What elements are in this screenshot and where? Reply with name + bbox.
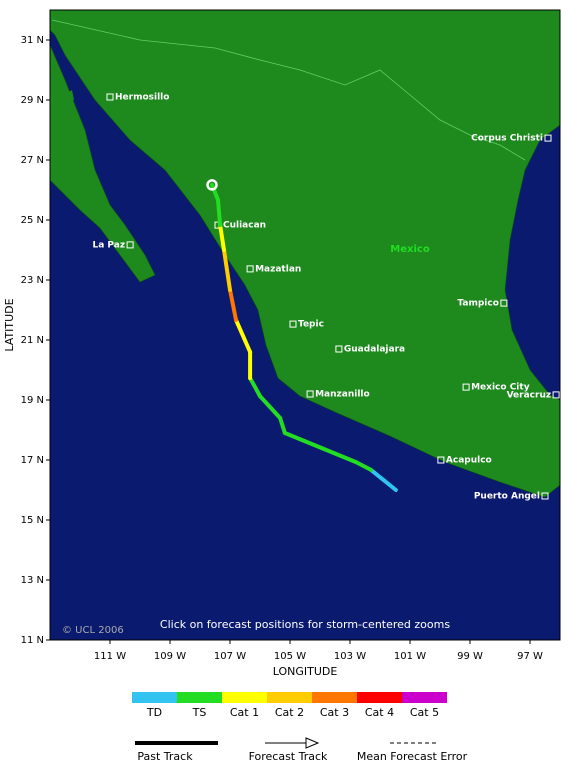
lat-tick-label: 13 N xyxy=(21,575,44,586)
city-marker xyxy=(126,241,134,249)
legend-category: Cat 4 xyxy=(365,706,394,719)
baja-peninsula xyxy=(49,44,156,283)
legend-swatch xyxy=(267,692,312,703)
legend-category: TD xyxy=(146,706,162,719)
lat-tick-label: 27 N xyxy=(21,155,44,166)
legend-category: Cat 1 xyxy=(230,706,259,719)
track-segment xyxy=(369,467,398,492)
legend-category: Cat 5 xyxy=(410,706,439,719)
city-label: Tepic xyxy=(298,320,324,330)
legend-swatch xyxy=(132,692,177,703)
lon-tick-label: 111 W xyxy=(94,651,126,662)
lat-tick-label: 17 N xyxy=(21,455,44,466)
city-marker xyxy=(437,456,445,464)
track-segment xyxy=(218,223,226,252)
lon-tick-label: 103 W xyxy=(334,651,366,662)
city-label: Guadalajara xyxy=(344,345,405,355)
legend-swatch xyxy=(177,692,222,703)
copyright: © UCL 2006 xyxy=(62,625,124,636)
track-segment xyxy=(282,431,358,465)
lat-tick-label: 31 N xyxy=(21,35,44,46)
city-marker xyxy=(106,93,114,101)
track-segment xyxy=(278,416,287,435)
track-segment xyxy=(354,460,373,472)
city-marker xyxy=(552,391,560,399)
storm-position xyxy=(206,179,218,191)
island xyxy=(64,90,74,104)
city-marker xyxy=(541,492,549,500)
lon-tick-label: 105 W xyxy=(274,651,306,662)
map-frame xyxy=(49,9,561,641)
city-label: Acapulco xyxy=(446,456,492,466)
zoom-note: Click on forecast positions for storm-ce… xyxy=(160,618,450,631)
track-segment xyxy=(228,287,238,322)
track-segment xyxy=(258,394,283,420)
mainland xyxy=(49,9,561,498)
legend-category: Cat 3 xyxy=(320,706,349,719)
x-axis-label: LONGITUDE xyxy=(273,665,338,678)
legend-swatch xyxy=(402,692,447,703)
city-label: Puerto Angel xyxy=(474,492,540,502)
legend-line-label: Forecast Track xyxy=(249,750,328,763)
lat-tick-label: 25 N xyxy=(21,215,44,226)
track-segment xyxy=(222,248,232,292)
lat-tick-label: 19 N xyxy=(21,395,44,406)
city-label: Mexico City xyxy=(471,383,530,393)
legend-category: Cat 2 xyxy=(275,706,304,719)
y-axis-label: LATITUDE xyxy=(3,298,16,351)
city-label: Veracruz xyxy=(507,390,552,400)
city-marker xyxy=(289,320,297,328)
legend-line-label: Past Track xyxy=(137,750,193,763)
legend-line-label: Mean Forecast Error xyxy=(357,750,468,763)
lon-tick-label: 109 W xyxy=(154,651,186,662)
lon-tick-label: 97 W xyxy=(517,651,543,662)
city-label: Corpus Christi xyxy=(471,134,543,144)
city-label: La Paz xyxy=(92,240,125,250)
lon-tick-label: 107 W xyxy=(214,651,246,662)
city-marker xyxy=(500,299,508,307)
lat-tick-label: 11 N xyxy=(21,635,44,646)
track-segment xyxy=(216,197,223,228)
lat-tick-label: 15 N xyxy=(21,515,44,526)
city-label: Culiacan xyxy=(223,221,266,231)
region-label: Mexico xyxy=(390,244,430,255)
track-segment xyxy=(210,182,220,202)
lat-tick-label: 23 N xyxy=(21,275,44,286)
track-segment xyxy=(234,317,253,354)
lon-tick-label: 101 W xyxy=(394,651,426,662)
legend-swatch xyxy=(222,692,267,703)
legend-category: TS xyxy=(192,706,207,719)
city-marker xyxy=(306,390,314,398)
lon-tick-label: 99 W xyxy=(457,651,483,662)
city-marker xyxy=(544,134,552,142)
city-marker xyxy=(246,265,254,273)
border xyxy=(51,19,526,161)
lat-tick-label: 29 N xyxy=(21,95,44,106)
city-label: Manzanillo xyxy=(315,390,370,400)
city-marker xyxy=(462,383,470,391)
forecast-arrow xyxy=(305,737,320,749)
city-label: Tampico xyxy=(457,299,498,309)
track-segment xyxy=(248,376,262,399)
legend-swatch xyxy=(312,692,357,703)
city-label: Mazatlan xyxy=(255,264,301,274)
city-marker xyxy=(335,345,343,353)
lat-tick-label: 21 N xyxy=(21,335,44,346)
city-label: Hermosillo xyxy=(115,93,169,103)
legend-swatch xyxy=(357,692,402,703)
